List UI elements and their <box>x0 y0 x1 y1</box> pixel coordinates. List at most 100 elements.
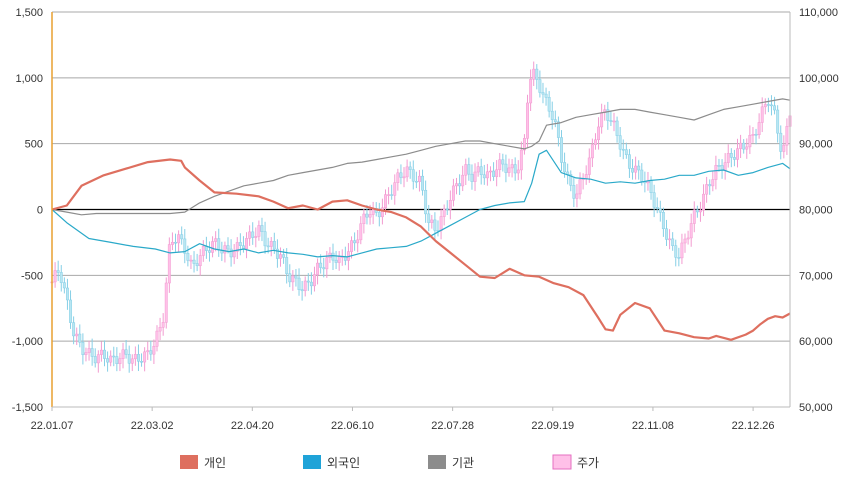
price-candle-body <box>655 207 659 209</box>
price-candle-body <box>306 280 310 283</box>
price-candle-body <box>337 256 341 263</box>
price-candle-body <box>421 175 424 191</box>
grid-lines <box>52 11 790 408</box>
price-candle-body <box>183 238 187 254</box>
price-candle-body <box>661 212 665 230</box>
price-candle-body <box>729 153 733 158</box>
x-tick-label: 22.03.02 <box>131 420 174 432</box>
price-candles <box>50 61 792 373</box>
price-candle-body <box>547 97 551 112</box>
price-candle-body <box>770 104 773 107</box>
price-candle-body <box>334 259 338 263</box>
price-candle-body <box>195 263 199 267</box>
price-candle-body <box>103 349 106 359</box>
price-candle-body <box>677 257 681 259</box>
price-candle-body <box>309 281 313 287</box>
price-candle-body <box>640 169 644 182</box>
price-candle-body <box>377 212 381 218</box>
price-candle-body <box>121 349 125 359</box>
axes: 1,500 1,000 500 0 -500 -1,000 -1,500 110,000 100… <box>12 7 839 432</box>
price-candle-body <box>137 354 140 362</box>
price-candle-body <box>526 102 529 139</box>
price-candle-body <box>238 242 242 246</box>
price-candle-body <box>229 248 233 258</box>
price-candle-body <box>251 231 255 238</box>
price-candle-body <box>473 171 477 182</box>
price-candle-body <box>467 164 471 175</box>
price-candle-body <box>380 207 384 218</box>
price-candle-body <box>742 142 746 150</box>
price-candle-body <box>130 358 134 364</box>
price-candle-body <box>263 231 267 247</box>
price-candle-body <box>387 194 391 196</box>
price-candle-body <box>133 354 137 360</box>
price-candle-body <box>59 272 63 283</box>
price-candle-body <box>170 241 174 245</box>
price-candle-body <box>705 184 709 195</box>
x-tick-label: 22.12.26 <box>732 420 775 432</box>
price-candle-body <box>112 355 116 358</box>
legend: 개인 외국인 기관 주가 <box>180 454 599 470</box>
price-candle-body <box>597 126 601 141</box>
price-candle-body <box>272 241 276 250</box>
price-candle-body <box>529 79 533 104</box>
legend-item-institution: 기관 <box>428 455 474 470</box>
price-candle-body <box>69 299 72 323</box>
price-candle-body <box>782 144 786 152</box>
legend-item-price: 주가 <box>552 454 599 470</box>
price-candle-body <box>325 257 329 270</box>
price-candle-body <box>155 330 159 347</box>
price-candle-body <box>254 236 258 238</box>
price-candle-body <box>692 209 696 224</box>
price-candle-body <box>359 223 363 241</box>
price-candle-body <box>226 245 230 250</box>
price-candle-body <box>637 165 641 171</box>
price-candle-body <box>779 132 783 152</box>
price-candle-body <box>507 167 511 173</box>
price-candle-body <box>245 238 248 249</box>
price-candle-body <box>316 262 320 275</box>
price-candle-body <box>192 259 196 264</box>
price-candle-body <box>368 214 372 218</box>
price-candle-body <box>674 245 678 258</box>
price-candle-body <box>754 134 758 136</box>
price-candle-body <box>600 112 604 128</box>
series-line-institution <box>51 98 791 216</box>
price-candle-body <box>393 182 397 196</box>
price-candle-body <box>313 274 316 287</box>
price-candle-body <box>498 159 502 171</box>
y-left-tick-label: 1,500 <box>15 7 43 19</box>
price-candle-body <box>563 162 567 173</box>
price-candle-body <box>53 270 57 283</box>
price-candle-body <box>72 322 76 337</box>
price-candle-body <box>78 333 82 343</box>
price-candle-body <box>223 245 227 254</box>
price-candle-body <box>275 248 279 259</box>
legend-swatch <box>303 455 321 469</box>
price-candle-body <box>584 174 588 179</box>
price-candle-body <box>331 252 335 261</box>
price-candle-body <box>294 275 298 279</box>
price-candle-body <box>560 137 563 163</box>
price-candle-body <box>353 240 357 244</box>
price-candle-body <box>538 79 542 93</box>
price-candle-body <box>235 242 239 252</box>
price-candle-body <box>476 166 480 173</box>
price-candle-body <box>303 280 307 292</box>
price-candle-body <box>702 193 705 211</box>
price-candle-body <box>152 346 156 355</box>
price-candle-body <box>408 166 412 170</box>
price-candle-body <box>109 355 113 363</box>
price-candle-body <box>578 179 582 195</box>
series-line-individual <box>51 158 791 341</box>
price-candle-body <box>241 245 245 249</box>
price-candle-body <box>365 213 369 218</box>
y-left-tick-label: 500 <box>25 139 43 151</box>
x-tick-label: 22.09.19 <box>531 420 574 432</box>
legend-item-foreign: 외국인 <box>303 455 360 470</box>
price-candle-body <box>671 238 675 246</box>
price-candle-body <box>217 238 221 251</box>
price-candle-body <box>510 164 514 169</box>
x-tick-label: 22.01.07 <box>31 420 74 432</box>
